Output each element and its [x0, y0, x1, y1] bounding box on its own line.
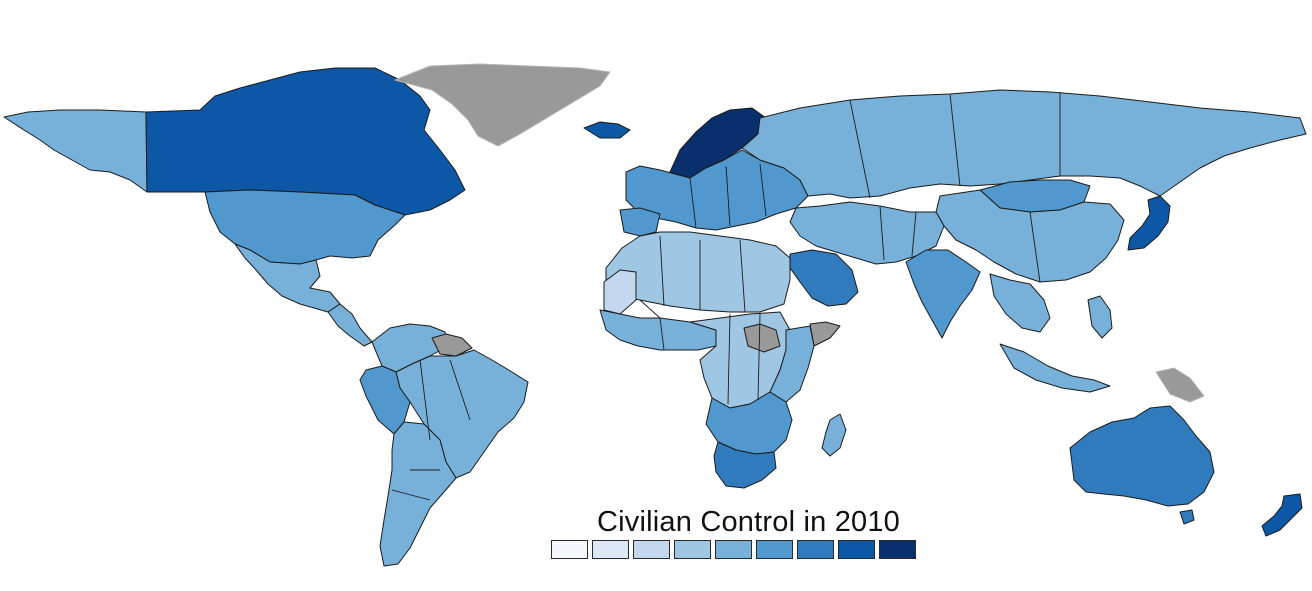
region-new-zealand [1261, 493, 1303, 537]
region-somalia [809, 321, 841, 347]
region-indonesia [999, 343, 1111, 393]
region-philippines [1087, 295, 1113, 339]
region-greenland [394, 63, 611, 147]
legend-swatch-8 [838, 540, 875, 559]
region-south-africa [713, 441, 777, 489]
region-guianas [431, 333, 473, 357]
region-alaska [3, 109, 148, 193]
legend-swatch-1 [551, 540, 588, 559]
legend-title: Civilian Control in 2010 [597, 506, 901, 538]
region-saudi-arabia [789, 249, 859, 307]
legend-swatch-9 [879, 540, 916, 559]
region-india [905, 249, 981, 339]
region-madagascar [821, 413, 847, 457]
legend-swatch-4 [674, 540, 711, 559]
region-southern-cone [379, 421, 457, 567]
region-central-america [327, 303, 373, 347]
legend-swatch-5 [715, 540, 752, 559]
region-australia [1069, 405, 1215, 507]
legend-color-scale [551, 540, 916, 559]
region-western-sahara [603, 269, 637, 315]
region-japan [1127, 195, 1171, 251]
legend-swatch-3 [633, 540, 670, 559]
region-europe [625, 149, 809, 231]
legend-swatch-2 [592, 540, 629, 559]
legend-swatch-6 [756, 540, 793, 559]
region-mexico [234, 243, 341, 313]
region-iceland [583, 121, 631, 139]
region-russia [741, 89, 1307, 199]
country-borders [391, 92, 1061, 501]
region-east-africa [769, 325, 815, 403]
region-tasmania [1179, 509, 1195, 525]
region-china [935, 189, 1125, 283]
region-iberia [619, 207, 661, 237]
region-papua-new-guinea [1155, 367, 1205, 403]
region-west-africa [599, 309, 717, 351]
legend-swatch-7 [797, 540, 834, 559]
region-southeast-asia [989, 273, 1051, 333]
